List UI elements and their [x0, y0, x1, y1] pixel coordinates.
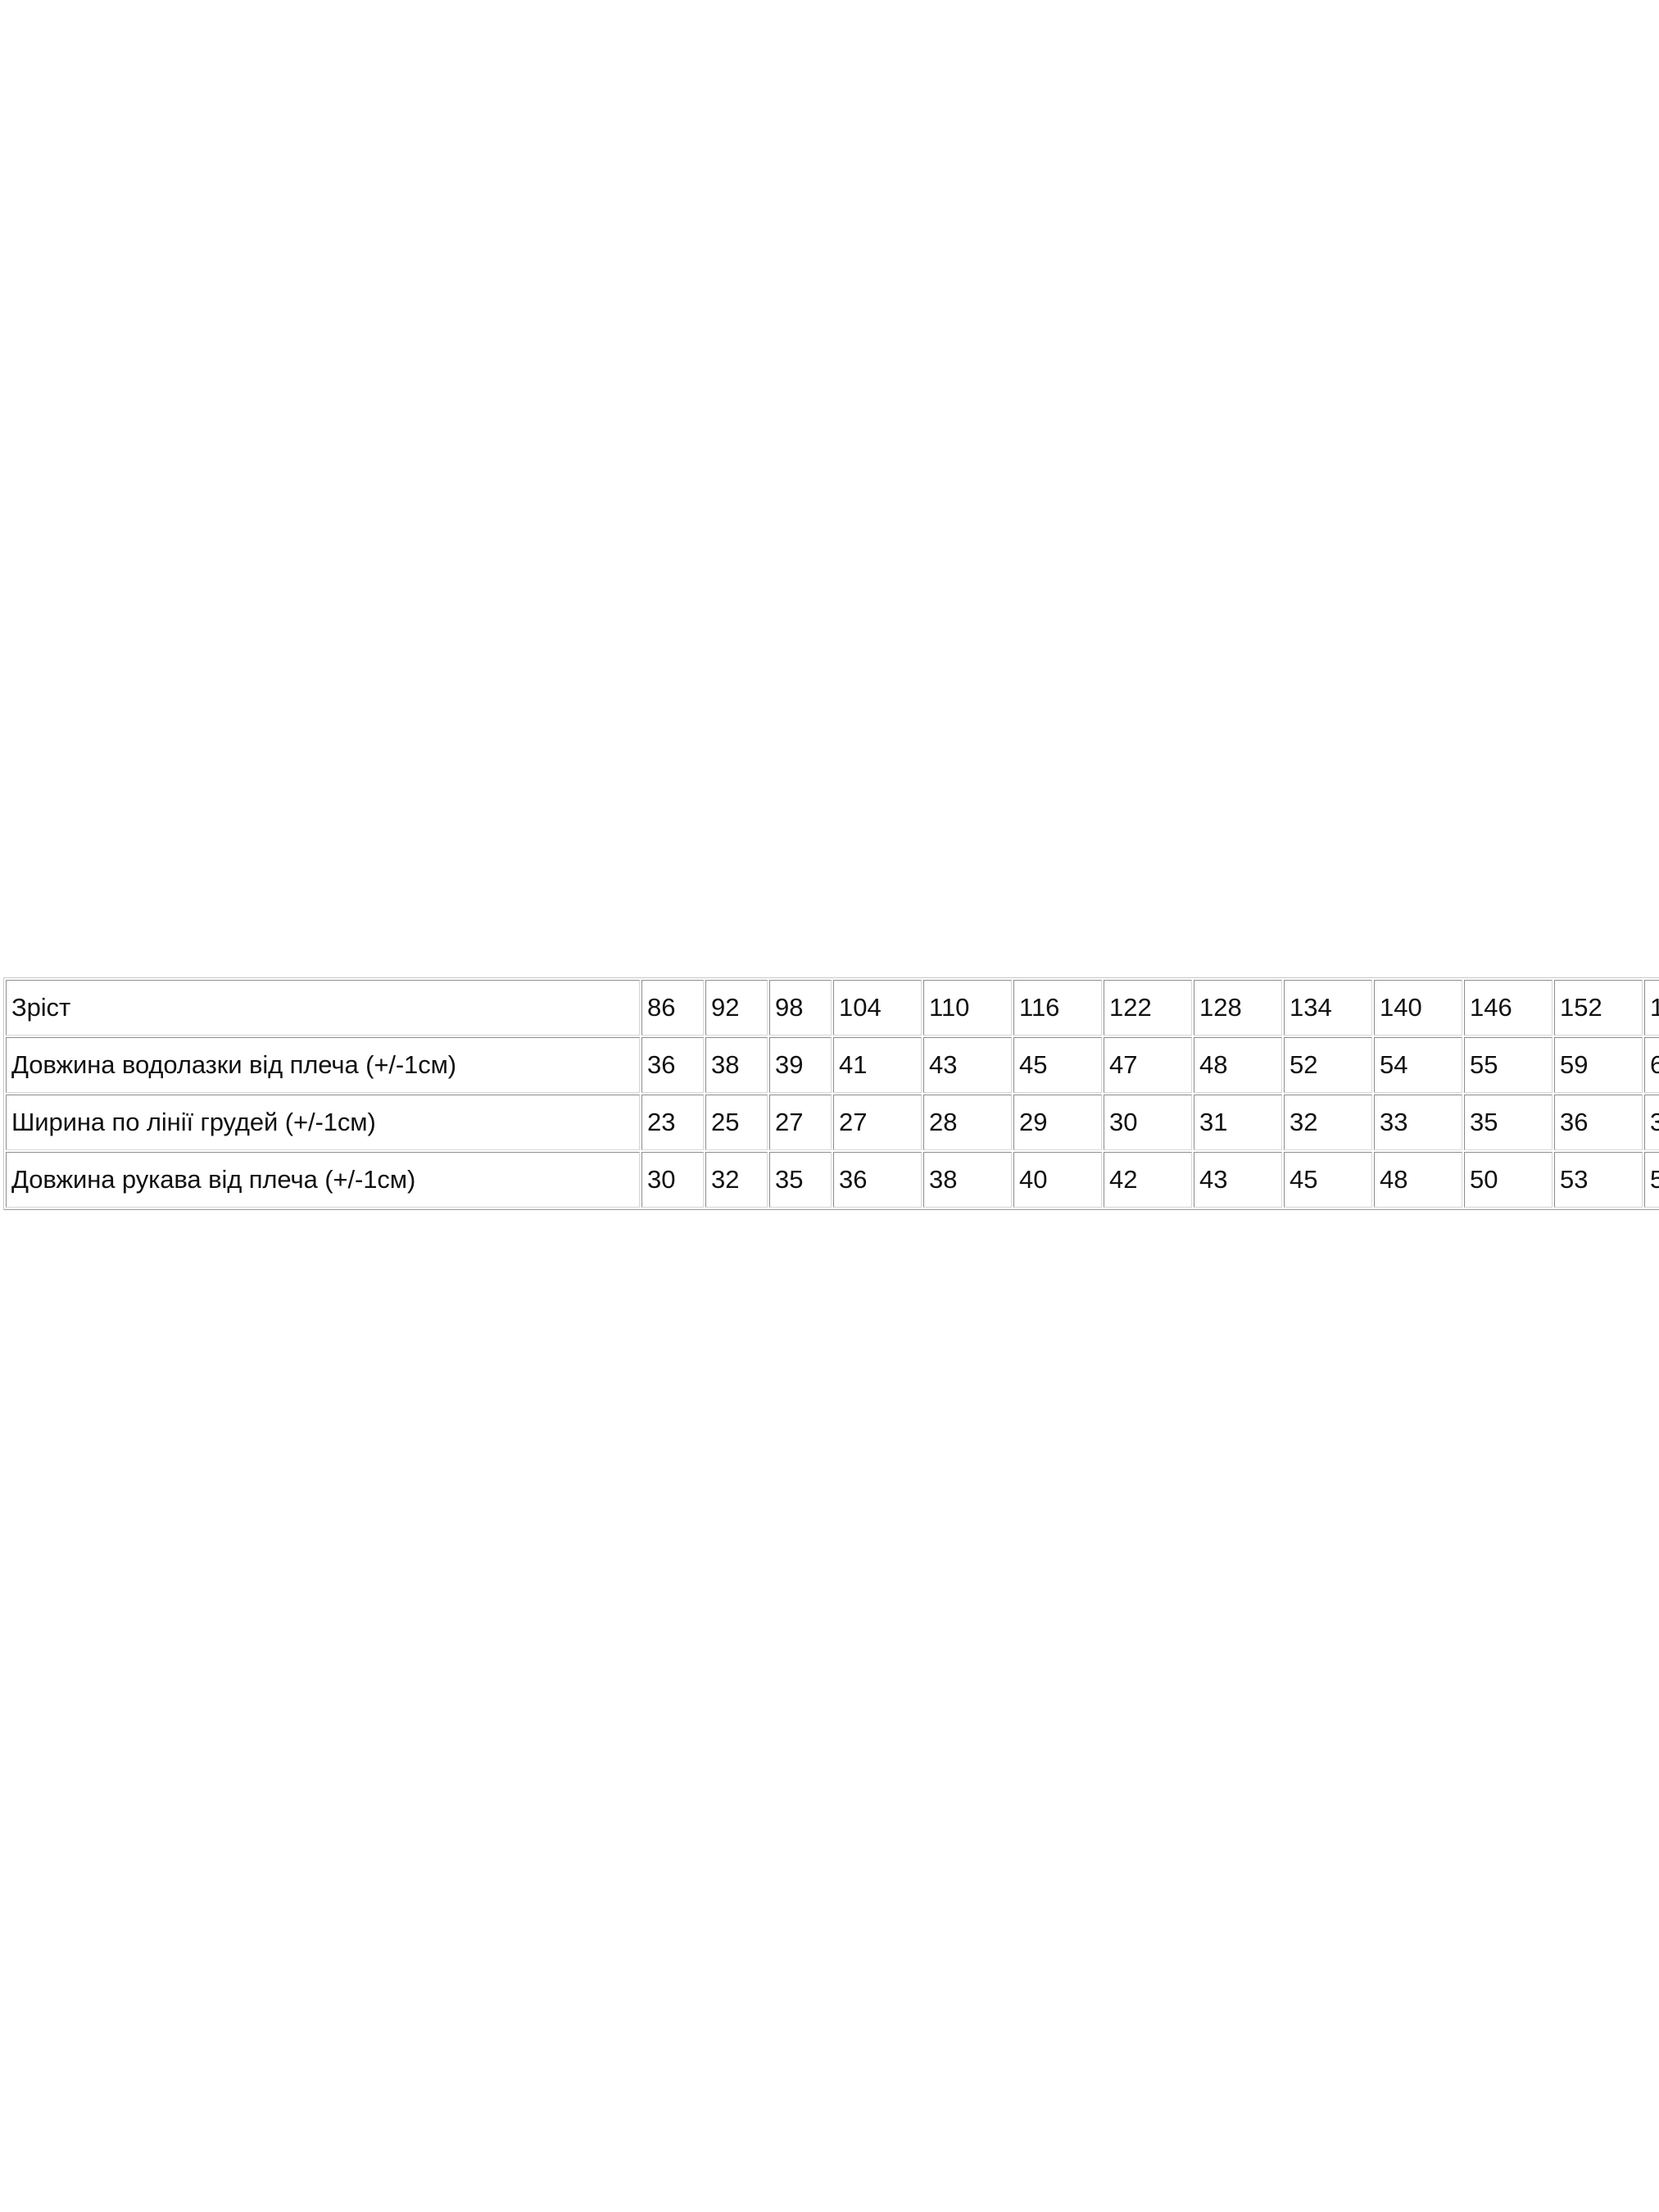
- cell-turtleneck-length-10: 55: [1464, 1037, 1552, 1093]
- table-row: Зріст 86 92 98 104 110 116 122 128 134 1…: [6, 980, 1659, 1036]
- cell-sleeve-length-7: 43: [1194, 1152, 1282, 1208]
- cell-sleeve-length-4: 38: [923, 1152, 1012, 1208]
- size-chart-table: Зріст 86 92 98 104 110 116 122 128 134 1…: [3, 977, 1659, 1210]
- cell-turtleneck-length-1: 38: [705, 1037, 768, 1093]
- cell-chest-width-10: 35: [1464, 1095, 1552, 1150]
- table-row: Довжина рукава від плеча (+/-1см) 30 32 …: [6, 1152, 1659, 1208]
- cell-sleeve-length-3: 36: [833, 1152, 922, 1208]
- row-label-sleeve-length: Довжина рукава від плеча (+/-1см): [6, 1152, 640, 1208]
- cell-height-0: 86: [641, 980, 704, 1036]
- cell-sleeve-length-12: 54: [1644, 1152, 1659, 1208]
- cell-turtleneck-length-9: 54: [1374, 1037, 1462, 1093]
- cell-height-5: 116: [1013, 980, 1102, 1036]
- cell-chest-width-7: 31: [1194, 1095, 1282, 1150]
- cell-sleeve-length-10: 50: [1464, 1152, 1552, 1208]
- row-label-turtleneck-length: Довжина водолазки від плеча (+/-1см): [6, 1037, 640, 1093]
- cell-height-1: 92: [705, 980, 768, 1036]
- cell-chest-width-0: 23: [641, 1095, 704, 1150]
- cell-sleeve-length-0: 30: [641, 1152, 704, 1208]
- cell-sleeve-length-2: 35: [769, 1152, 832, 1208]
- cell-height-3: 104: [833, 980, 922, 1036]
- size-chart-body: Зріст 86 92 98 104 110 116 122 128 134 1…: [6, 980, 1659, 1208]
- cell-sleeve-length-5: 40: [1013, 1152, 1102, 1208]
- cell-chest-width-5: 29: [1013, 1095, 1102, 1150]
- cell-height-6: 122: [1104, 980, 1192, 1036]
- cell-turtleneck-length-11: 59: [1554, 1037, 1643, 1093]
- table-row: Ширина по лінії грудей (+/-1см) 23 25 27…: [6, 1095, 1659, 1150]
- cell-sleeve-length-9: 48: [1374, 1152, 1462, 1208]
- cell-chest-width-3: 27: [833, 1095, 922, 1150]
- cell-sleeve-length-8: 45: [1284, 1152, 1372, 1208]
- cell-chest-width-9: 33: [1374, 1095, 1462, 1150]
- size-chart-container: Зріст 86 92 98 104 110 116 122 128 134 1…: [3, 977, 1659, 1210]
- cell-height-9: 140: [1374, 980, 1462, 1036]
- cell-height-10: 146: [1464, 980, 1552, 1036]
- cell-turtleneck-length-0: 36: [641, 1037, 704, 1093]
- cell-chest-width-4: 28: [923, 1095, 1012, 1150]
- row-label-height: Зріст: [6, 980, 640, 1036]
- cell-turtleneck-length-2: 39: [769, 1037, 832, 1093]
- cell-chest-width-8: 32: [1284, 1095, 1372, 1150]
- cell-height-12: 158: [1644, 980, 1659, 1036]
- cell-turtleneck-length-3: 41: [833, 1037, 922, 1093]
- cell-turtleneck-length-6: 47: [1104, 1037, 1192, 1093]
- cell-height-2: 98: [769, 980, 832, 1036]
- cell-chest-width-12: 37: [1644, 1095, 1659, 1150]
- cell-height-8: 134: [1284, 980, 1372, 1036]
- cell-turtleneck-length-7: 48: [1194, 1037, 1282, 1093]
- cell-chest-width-11: 36: [1554, 1095, 1643, 1150]
- cell-sleeve-length-11: 53: [1554, 1152, 1643, 1208]
- cell-height-7: 128: [1194, 980, 1282, 1036]
- cell-turtleneck-length-5: 45: [1013, 1037, 1102, 1093]
- row-label-chest-width: Ширина по лінії грудей (+/-1см): [6, 1095, 640, 1150]
- cell-height-11: 152: [1554, 980, 1643, 1036]
- cell-chest-width-6: 30: [1104, 1095, 1192, 1150]
- cell-height-4: 110: [923, 980, 1012, 1036]
- cell-turtleneck-length-4: 43: [923, 1037, 1012, 1093]
- table-row: Довжина водолазки від плеча (+/-1см) 36 …: [6, 1037, 1659, 1093]
- cell-chest-width-2: 27: [769, 1095, 832, 1150]
- cell-turtleneck-length-8: 52: [1284, 1037, 1372, 1093]
- cell-sleeve-length-1: 32: [705, 1152, 768, 1208]
- cell-chest-width-1: 25: [705, 1095, 768, 1150]
- cell-turtleneck-length-12: 61: [1644, 1037, 1659, 1093]
- cell-sleeve-length-6: 42: [1104, 1152, 1192, 1208]
